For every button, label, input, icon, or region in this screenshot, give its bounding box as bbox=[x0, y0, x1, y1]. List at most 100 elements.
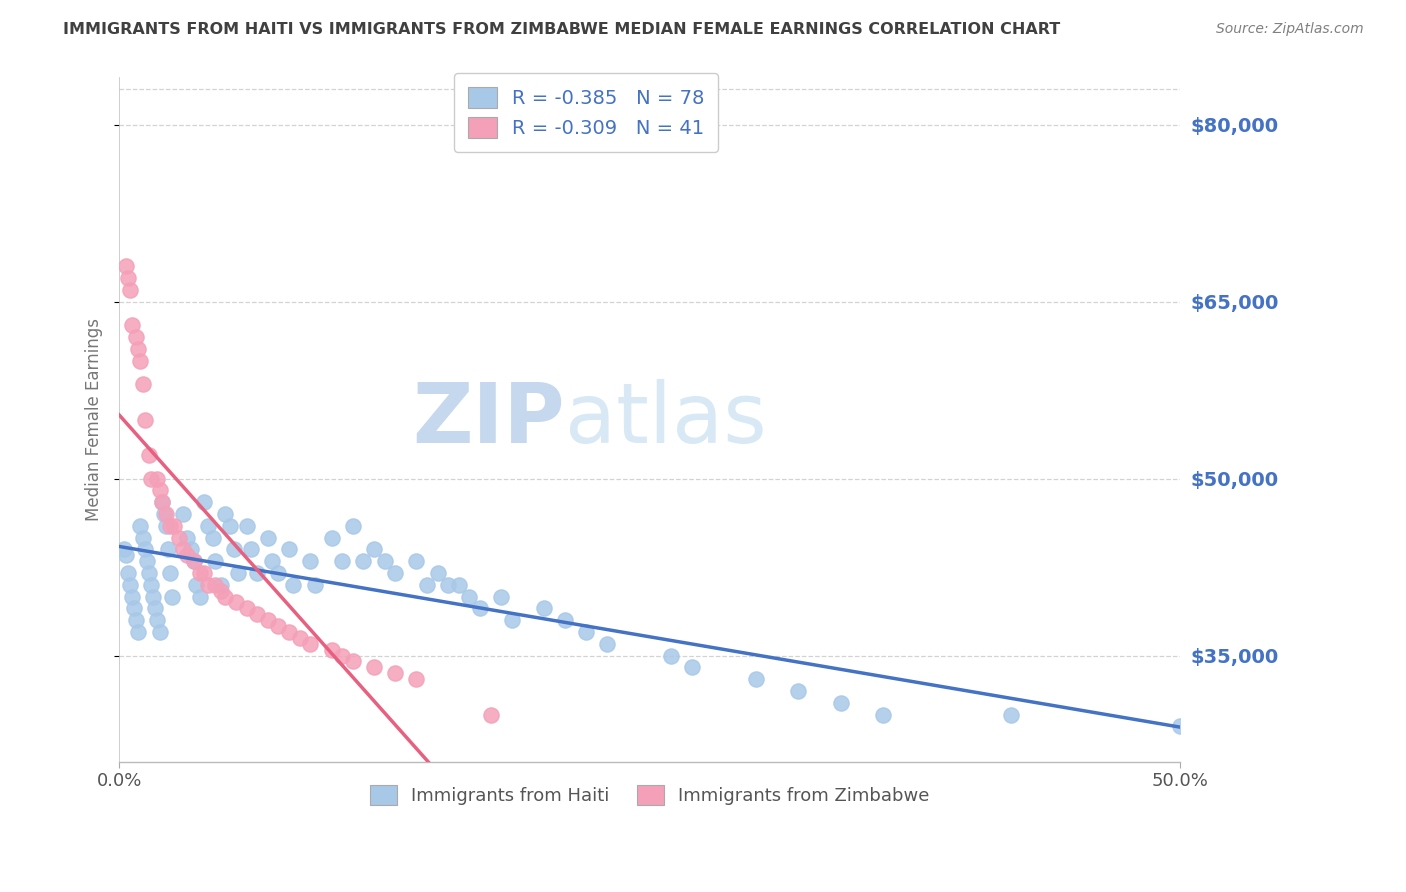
Point bbox=[129, 518, 152, 533]
Point bbox=[447, 578, 470, 592]
Point bbox=[596, 637, 619, 651]
Text: Source: ZipAtlas.com: Source: ZipAtlas.com bbox=[1216, 22, 1364, 37]
Point bbox=[267, 566, 290, 580]
Point bbox=[167, 531, 190, 545]
Point bbox=[150, 495, 173, 509]
Point bbox=[188, 590, 211, 604]
Point bbox=[127, 625, 149, 640]
Point bbox=[299, 554, 322, 568]
Point bbox=[416, 578, 439, 592]
Point bbox=[162, 590, 184, 604]
Point bbox=[437, 578, 460, 592]
Point bbox=[267, 619, 290, 633]
Point bbox=[491, 590, 513, 604]
Point bbox=[197, 518, 219, 533]
Point bbox=[122, 601, 145, 615]
Point bbox=[342, 518, 364, 533]
Point bbox=[239, 542, 262, 557]
Point bbox=[278, 542, 301, 557]
Point bbox=[139, 578, 162, 592]
Text: atlas: atlas bbox=[565, 379, 766, 460]
Point bbox=[117, 566, 139, 580]
Point bbox=[262, 554, 284, 568]
Point bbox=[533, 601, 555, 615]
Text: IMMIGRANTS FROM HAITI VS IMMIGRANTS FROM ZIMBABWE MEDIAN FEMALE EARNINGS CORRELA: IMMIGRANTS FROM HAITI VS IMMIGRANTS FROM… bbox=[63, 22, 1060, 37]
Point bbox=[330, 648, 353, 663]
Point bbox=[125, 613, 148, 627]
Point bbox=[153, 507, 176, 521]
Point bbox=[479, 707, 502, 722]
Point bbox=[129, 353, 152, 368]
Point bbox=[209, 583, 232, 598]
Point bbox=[131, 377, 153, 392]
Point bbox=[139, 472, 162, 486]
Point bbox=[197, 578, 219, 592]
Point bbox=[176, 531, 198, 545]
Point bbox=[405, 672, 427, 686]
Point bbox=[374, 554, 396, 568]
Point bbox=[118, 578, 141, 592]
Point bbox=[125, 330, 148, 344]
Point bbox=[172, 507, 194, 521]
Point bbox=[745, 672, 768, 686]
Point bbox=[235, 601, 257, 615]
Point bbox=[114, 259, 136, 273]
Point bbox=[180, 542, 202, 557]
Point bbox=[117, 271, 139, 285]
Point bbox=[143, 601, 166, 615]
Point bbox=[352, 554, 374, 568]
Point bbox=[127, 342, 149, 356]
Point bbox=[235, 518, 257, 533]
Point bbox=[246, 607, 269, 622]
Point bbox=[112, 542, 135, 557]
Point bbox=[138, 566, 160, 580]
Point bbox=[146, 613, 169, 627]
Point bbox=[659, 648, 682, 663]
Point bbox=[218, 518, 240, 533]
Point bbox=[214, 507, 236, 521]
Point bbox=[149, 625, 172, 640]
Point bbox=[1000, 707, 1022, 722]
Point bbox=[134, 412, 156, 426]
Point bbox=[135, 554, 157, 568]
Point bbox=[330, 554, 353, 568]
Legend: Immigrants from Haiti, Immigrants from Zimbabwe: Immigrants from Haiti, Immigrants from Z… bbox=[361, 776, 939, 814]
Point bbox=[155, 507, 177, 521]
Point bbox=[214, 590, 236, 604]
Point bbox=[209, 578, 232, 592]
Point bbox=[1170, 719, 1192, 733]
Point bbox=[278, 625, 301, 640]
Point bbox=[342, 655, 364, 669]
Point bbox=[554, 613, 576, 627]
Point bbox=[246, 566, 269, 580]
Point bbox=[283, 578, 305, 592]
Point bbox=[501, 613, 523, 627]
Y-axis label: Median Female Earnings: Median Female Earnings bbox=[86, 318, 103, 521]
Point bbox=[468, 601, 491, 615]
Point bbox=[188, 566, 211, 580]
Point bbox=[575, 625, 598, 640]
Point bbox=[131, 531, 153, 545]
Point bbox=[384, 666, 406, 681]
Point bbox=[118, 283, 141, 297]
Point bbox=[134, 542, 156, 557]
Point bbox=[159, 566, 181, 580]
Point bbox=[149, 483, 172, 498]
Point bbox=[172, 542, 194, 557]
Point bbox=[138, 448, 160, 462]
Point bbox=[184, 578, 207, 592]
Point bbox=[288, 631, 311, 645]
Point bbox=[183, 554, 205, 568]
Point bbox=[426, 566, 449, 580]
Point bbox=[222, 542, 245, 557]
Point bbox=[157, 542, 180, 557]
Point bbox=[183, 554, 205, 568]
Point bbox=[155, 518, 177, 533]
Point bbox=[163, 518, 186, 533]
Point bbox=[405, 554, 427, 568]
Point bbox=[159, 518, 181, 533]
Point bbox=[299, 637, 322, 651]
Point bbox=[304, 578, 326, 592]
Point bbox=[830, 696, 852, 710]
Point bbox=[225, 595, 247, 609]
